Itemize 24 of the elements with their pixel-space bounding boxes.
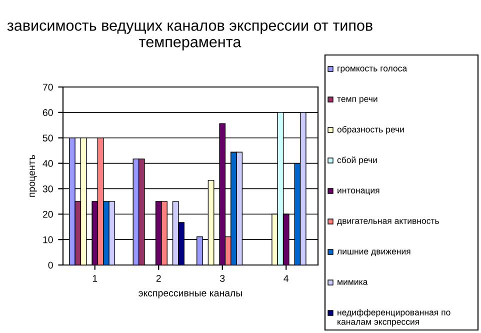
y-tick-label: 70 <box>42 84 53 91</box>
y-tick-label: 30 <box>42 185 53 192</box>
x-axis-title: экспрессивные каналы <box>138 291 242 298</box>
y-axis-title: процентъ <box>30 154 37 197</box>
legend-label: сбой речи <box>337 156 377 165</box>
y-tick-label: 10 <box>43 236 53 244</box>
legend-label: образность речи <box>337 126 404 134</box>
legend-label: лишние движения <box>337 250 410 256</box>
legend-label: мимика <box>338 280 368 285</box>
x-tick-label: 3 <box>220 274 225 282</box>
y-tick-label: 0 <box>48 262 53 269</box>
legend-label: громкость голоса <box>338 66 408 74</box>
y-tick-label: 50 <box>42 134 53 142</box>
legend-label: недифференцированная по каналам экспрессия <box>338 309 450 327</box>
legend-label: интонация <box>338 188 380 196</box>
y-tick-label: 20 <box>42 210 53 218</box>
y-tick-label: 40 <box>42 160 53 167</box>
legend-label: двигательная активность <box>337 219 439 226</box>
y-tick-label: 60 <box>42 109 53 116</box>
x-tick-label: 4 <box>284 275 289 282</box>
legend-label: темп речи <box>337 97 378 104</box>
chart-title: зависимость ведущих каналов экспрессии от типов темперамента <box>7 22 372 50</box>
x-tick-label: 1 <box>92 275 98 282</box>
x-tick-label: 2 <box>156 274 161 282</box>
